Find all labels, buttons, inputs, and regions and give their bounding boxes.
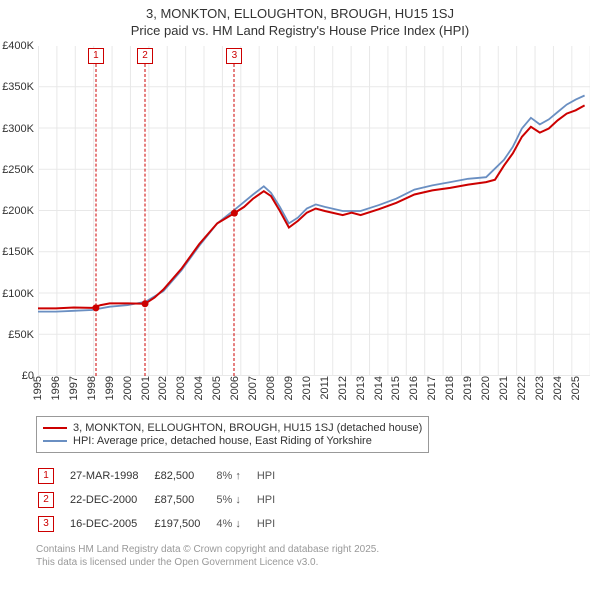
- x-tick-label: 2023: [534, 376, 546, 400]
- chart-area: £0£50K£100K£150K£200K£250K£300K£350K£400…: [38, 46, 590, 406]
- chart-container: 3, MONKTON, ELLOUGHTON, BROUGH, HU15 1SJ…: [0, 0, 600, 569]
- x-tick-label: 2008: [265, 376, 277, 400]
- sale-marker-box: 1: [88, 48, 104, 64]
- sale-delta: 8% ↑: [216, 465, 254, 487]
- sale-vs: HPI: [257, 513, 289, 535]
- legend: 3, MONKTON, ELLOUGHTON, BROUGH, HU15 1SJ…: [36, 416, 429, 453]
- x-tick-label: 2019: [462, 376, 474, 400]
- sale-marker-box: 3: [226, 48, 242, 64]
- legend-swatch: [43, 427, 67, 429]
- title-line2: Price paid vs. HM Land Registry's House …: [0, 23, 600, 38]
- sale-date: 16-DEC-2005: [70, 513, 152, 535]
- sale-marker-line: [234, 64, 235, 376]
- sale-marker-line: [95, 64, 96, 376]
- table-row: 3 16-DEC-2005£197,5004% ↓HPI: [38, 513, 289, 535]
- x-tick-label: 2004: [193, 376, 205, 400]
- sale-price: £87,500: [154, 489, 214, 511]
- x-tick-label: 2010: [301, 376, 313, 400]
- sale-delta: 4% ↓: [216, 513, 254, 535]
- y-tick-label: £250K: [2, 164, 34, 176]
- legend-label: 3, MONKTON, ELLOUGHTON, BROUGH, HU15 1SJ…: [73, 422, 422, 434]
- x-tick-label: 1999: [104, 376, 116, 400]
- sale-date: 27-MAR-1998: [70, 465, 152, 487]
- table-row: 2 22-DEC-2000£87,5005% ↓HPI: [38, 489, 289, 511]
- x-tick-label: 2021: [498, 376, 510, 400]
- y-tick-label: £200K: [2, 205, 34, 217]
- x-tick-label: 2022: [516, 376, 528, 400]
- x-tick-label: 2011: [319, 376, 331, 400]
- sale-price: £82,500: [154, 465, 214, 487]
- y-tick-label: £350K: [2, 81, 34, 93]
- y-tick-label: £100K: [2, 288, 34, 300]
- sale-delta: 5% ↓: [216, 489, 254, 511]
- legend-swatch: [43, 440, 67, 442]
- sale-index-box: 3: [38, 516, 54, 532]
- sale-index-box: 2: [38, 492, 54, 508]
- x-tick-label: 2005: [211, 376, 223, 400]
- x-axis-labels: 1995199619971998199920002001200220032004…: [38, 376, 590, 406]
- title-block: 3, MONKTON, ELLOUGHTON, BROUGH, HU15 1SJ…: [0, 0, 600, 38]
- title-line1: 3, MONKTON, ELLOUGHTON, BROUGH, HU15 1SJ: [0, 6, 600, 21]
- x-tick-label: 2018: [444, 376, 456, 400]
- legend-row: 3, MONKTON, ELLOUGHTON, BROUGH, HU15 1SJ…: [43, 422, 422, 434]
- table-row: 1 27-MAR-1998£82,5008% ↑HPI: [38, 465, 289, 487]
- legend-row: HPI: Average price, detached house, East…: [43, 435, 422, 447]
- x-tick-label: 2013: [355, 376, 367, 400]
- footer-line1: Contains HM Land Registry data © Crown c…: [36, 543, 580, 556]
- x-tick-label: 2024: [552, 376, 564, 400]
- x-tick-label: 2000: [122, 376, 134, 400]
- footer: Contains HM Land Registry data © Crown c…: [36, 543, 580, 569]
- sale-marker-line: [144, 64, 145, 376]
- x-tick-label: 1998: [86, 376, 98, 400]
- x-tick-label: 2025: [570, 376, 582, 400]
- x-tick-label: 2002: [157, 376, 169, 400]
- y-tick-label: £400K: [2, 40, 34, 52]
- x-tick-label: 2015: [390, 376, 402, 400]
- x-tick-label: 1995: [32, 376, 44, 400]
- sale-price: £197,500: [154, 513, 214, 535]
- x-tick-label: 1996: [50, 376, 62, 400]
- line-series-svg: [38, 46, 590, 376]
- legend-label: HPI: Average price, detached house, East…: [73, 435, 372, 447]
- x-tick-label: 2006: [229, 376, 241, 400]
- sale-index-box: 1: [38, 468, 54, 484]
- sale-marker-box: 2: [137, 48, 153, 64]
- sale-date: 22-DEC-2000: [70, 489, 152, 511]
- x-tick-label: 2016: [408, 376, 420, 400]
- sales-table: 127-MAR-1998£82,5008% ↑HPI222-DEC-2000£8…: [36, 463, 291, 537]
- x-tick-label: 2012: [337, 376, 349, 400]
- x-tick-label: 2007: [247, 376, 259, 400]
- x-tick-label: 1997: [68, 376, 80, 400]
- x-tick-label: 2003: [175, 376, 187, 400]
- plot-area: £0£50K£100K£150K£200K£250K£300K£350K£400…: [38, 46, 590, 376]
- x-tick-label: 2020: [480, 376, 492, 400]
- sale-vs: HPI: [257, 465, 289, 487]
- series-line-blue: [38, 96, 585, 312]
- x-tick-label: 2001: [140, 376, 152, 400]
- sale-vs: HPI: [257, 489, 289, 511]
- footer-line2: This data is licensed under the Open Gov…: [36, 556, 580, 569]
- y-tick-label: £300K: [2, 123, 34, 135]
- x-tick-label: 2014: [373, 376, 385, 400]
- x-tick-label: 2009: [283, 376, 295, 400]
- y-tick-label: £150K: [2, 246, 34, 258]
- x-tick-label: 2017: [426, 376, 438, 400]
- y-tick-label: £50K: [8, 329, 34, 341]
